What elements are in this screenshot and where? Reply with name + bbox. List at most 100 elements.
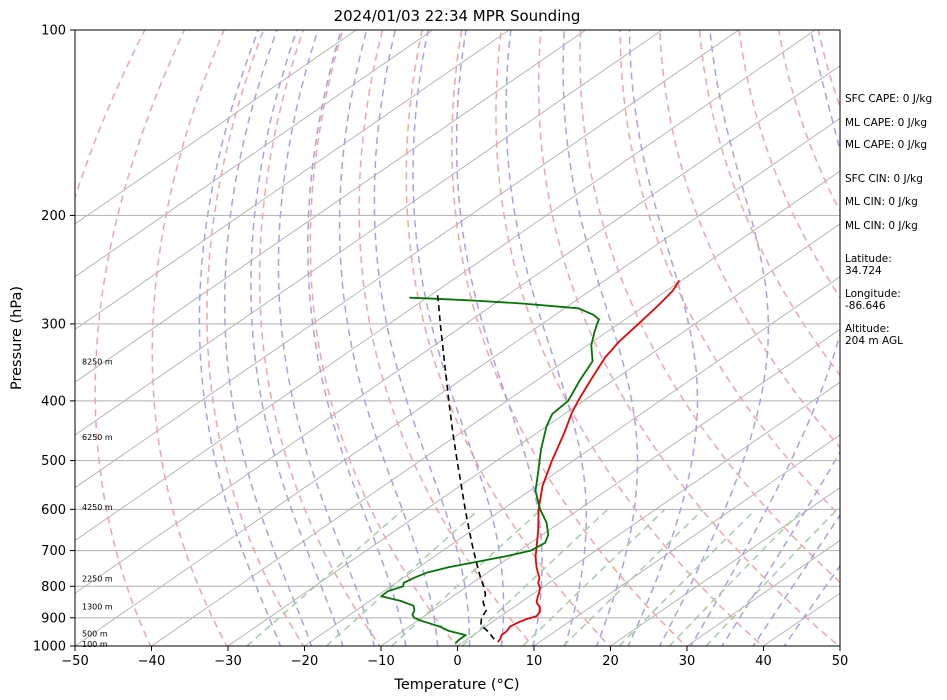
ml-cape-text: ML CAPE: 0 J/kg — [845, 117, 927, 129]
mixing-ratio-line — [391, 508, 542, 646]
height-label: 500 m — [82, 630, 108, 639]
moist-adiabat-line — [752, 513, 840, 646]
isotherm-line — [456, 381, 840, 646]
moist-adiabat-line — [277, 30, 376, 646]
y-tick-label: 600 — [41, 503, 66, 518]
isotherm-line — [75, 30, 434, 278]
isotherm-line — [75, 30, 357, 225]
dry-adiabat-line — [358, 30, 534, 646]
dry-adiabat-line — [777, 30, 840, 213]
x-tick-label: 40 — [755, 654, 772, 669]
ml-cin-text: ML CIN: 0 J/kg — [845, 196, 918, 208]
dry-adiabat-line — [933, 16, 947, 659]
y-tick-label: 800 — [41, 580, 66, 595]
y-tick-label: 700 — [41, 544, 66, 559]
isotherm-line — [75, 30, 587, 383]
mixing-ratio-line — [618, 508, 757, 646]
sfc-cape-text: SFC CAPE: 0 J/kg — [845, 93, 932, 105]
longitude-label: Longitude: — [845, 288, 901, 300]
moist-adiabat-line — [562, 30, 639, 646]
isotherm-line — [75, 30, 740, 489]
sounding-profiles — [380, 279, 681, 644]
chart-title: 2024/01/03 22:34 MPR Sounding — [334, 7, 581, 25]
height-label: 1300 m — [82, 603, 113, 612]
x-tick-label: 20 — [602, 654, 619, 669]
mixing-ratio-line — [461, 508, 609, 646]
dry-adiabat-line — [537, 30, 840, 646]
latitude-label: Latitude: — [845, 253, 892, 265]
dry-adiabat-line — [579, 30, 840, 584]
isotherm-line — [75, 30, 663, 436]
sfc-cin-text: SFC CIN: 0 J/kg — [845, 173, 923, 185]
y-tick-label: 1000 — [33, 640, 66, 655]
isotherm-line — [303, 276, 840, 646]
altitude-value: 204 m AGL — [845, 335, 903, 347]
dry-adiabat-line — [659, 30, 840, 449]
dry-adiabat-line — [258, 30, 381, 646]
moist-adiabat-line — [250, 30, 344, 646]
longitude-value: -86.646 — [845, 300, 886, 312]
height-label: 4250 m — [82, 503, 113, 512]
mixing-ratio-line — [668, 508, 804, 646]
isotherm-line — [609, 487, 840, 646]
altitude-label: Altitude: — [845, 323, 890, 335]
y-axis-label: Pressure (hPa) — [9, 286, 25, 390]
isotherm-line — [380, 328, 840, 646]
y-tick-label: 200 — [41, 209, 66, 224]
mixing-ratio-line — [562, 508, 704, 646]
isotherm-line — [75, 65, 840, 594]
y-tick-label: 400 — [41, 394, 66, 409]
x-tick-label: 30 — [679, 654, 696, 669]
moist-adiabat-line — [505, 30, 588, 646]
mixing-ratio-line — [705, 508, 838, 646]
parcel-path-line — [436, 293, 495, 640]
isotherm-line — [75, 117, 840, 646]
dry-adiabat-line — [151, 30, 228, 646]
sounding-parameters: SFC CAPE: 0 J/kg ML CAPE: 0 J/kg ML CAPE… — [845, 93, 932, 347]
moist-adiabat-line — [412, 30, 505, 646]
moist-adiabat-line — [658, 30, 770, 646]
x-tick-label: 10 — [526, 654, 543, 669]
isotherm-line — [686, 539, 840, 646]
moist-adiabat-line — [198, 30, 282, 646]
dry-adiabat-line — [619, 30, 840, 517]
temperature-line — [497, 279, 681, 643]
height-label: 8250 m — [82, 357, 113, 366]
moist-adiabat-line — [223, 30, 313, 646]
ml-cin-text-2: ML CIN: 0 J/kg — [845, 220, 918, 232]
axis-ticks: −50 −40 −30 −20 −10 0 10 20 30 40 50 1000 900 800 700 6… — [33, 24, 848, 670]
moist-adiabat-line — [338, 30, 439, 646]
dry-adiabat-line — [451, 30, 688, 646]
dewpoint-line — [380, 296, 600, 644]
x-tick-label: −10 — [367, 654, 394, 669]
moist-adiabat-line — [307, 30, 407, 646]
mixing-ratio-line — [522, 508, 666, 646]
isotherm-line — [533, 434, 840, 646]
isotherm-line — [227, 223, 840, 646]
moist-adiabat-line — [627, 30, 699, 646]
moist-adiabat-line — [690, 30, 840, 646]
dry-adiabat-line — [206, 30, 305, 646]
y-tick-label: 900 — [41, 611, 66, 626]
x-axis-label: Temperature (°C) — [393, 677, 519, 693]
x-tick-label: −50 — [61, 654, 88, 669]
mixing-ratio-line — [325, 508, 480, 646]
height-label: 6250 m — [82, 433, 113, 442]
moist-adiabat-line — [783, 564, 840, 646]
height-label: 2250 m — [82, 574, 113, 583]
x-tick-label: −40 — [138, 654, 165, 669]
moist-adiabat-line — [721, 450, 840, 646]
x-tick-label: 50 — [832, 654, 849, 669]
moist-adiabat-line — [373, 30, 471, 646]
y-tick-label: 300 — [41, 317, 66, 332]
dry-adiabat-line — [738, 30, 840, 299]
latitude-value: 34.724 — [845, 265, 882, 277]
isotherm-line — [150, 170, 840, 646]
y-tick-label: 500 — [41, 454, 66, 469]
y-tick-label: 100 — [41, 24, 66, 39]
background-lines — [75, 16, 947, 659]
moist-adiabat-line — [455, 30, 543, 646]
height-label: 100 m — [82, 640, 108, 649]
